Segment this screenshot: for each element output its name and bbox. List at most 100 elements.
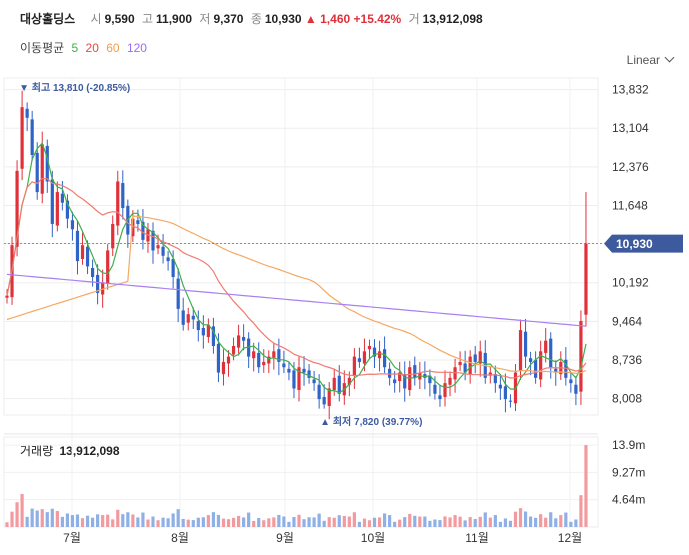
candle-body (267, 356, 271, 364)
candle-body (468, 356, 472, 375)
volume-bar (377, 517, 382, 527)
candle-body (111, 223, 115, 249)
low-marker-text: ▲ 최저 7,820 (39.77%) (320, 415, 422, 428)
volume-bar (15, 502, 19, 527)
volume-bar (216, 514, 221, 527)
volume-bar (382, 513, 387, 527)
candle-body (70, 220, 75, 230)
candle-body (322, 396, 326, 405)
candle-body (508, 400, 513, 402)
volume-bar (257, 518, 261, 527)
volume-bar (579, 495, 583, 527)
candle-body (211, 326, 216, 347)
volume-bar (539, 514, 543, 527)
candle-body (277, 349, 281, 362)
volume-bar (141, 512, 145, 527)
candle-body (25, 108, 29, 118)
candle-body (443, 383, 447, 397)
high-price: 11,900 (156, 12, 193, 26)
moving-average-legend[interactable]: 이동평균 5 20 60 120 (20, 39, 151, 56)
candle-body (242, 336, 246, 341)
candle-body (367, 346, 372, 350)
volume-bar (559, 515, 563, 527)
volume-bar (468, 517, 472, 527)
candle-body (352, 356, 356, 376)
volume-bar (60, 516, 64, 527)
volume-bar (242, 517, 246, 527)
ma-20: 20 (85, 41, 99, 55)
ma-20-line (6, 177, 587, 379)
y-tick-label: 13,104 (612, 121, 649, 135)
candle-body (377, 351, 382, 359)
volume-bar (302, 519, 306, 527)
change-value: ▲ 1,460 (304, 12, 351, 26)
candle-body (357, 358, 362, 362)
volume-bar (166, 518, 170, 527)
candle-body (463, 363, 467, 373)
candle-body (186, 314, 190, 323)
candle-body (433, 384, 437, 394)
candle-body (518, 330, 523, 371)
change-percent: +15.42% (353, 12, 402, 26)
candle-body (292, 370, 296, 389)
candle-body (151, 230, 155, 251)
volume-bar (403, 517, 407, 527)
volume-bar (574, 519, 578, 527)
volume-bar (448, 517, 452, 527)
volume-bar (549, 512, 553, 527)
volume-bar (473, 519, 477, 527)
candle-body (372, 347, 377, 357)
volume-bar (221, 518, 226, 527)
candle-body (488, 372, 492, 376)
ma-120: 120 (126, 41, 147, 55)
candle-body (458, 361, 462, 366)
volume-bar (513, 511, 518, 527)
candle-body (297, 367, 301, 391)
candle-body (287, 368, 291, 373)
volume-bar (10, 511, 14, 527)
candle-body (252, 351, 256, 359)
candle-body (60, 193, 64, 203)
candle-body (85, 246, 90, 267)
candle-body (116, 181, 120, 226)
open-price: 9,590 (104, 12, 135, 26)
volume-bar (352, 512, 356, 527)
ma-legend-label: 이동평균 (20, 41, 65, 55)
volume-bar (312, 517, 316, 527)
volume-bar (478, 516, 482, 527)
volume-bar (30, 508, 34, 527)
y-tick-label: 10,192 (612, 276, 649, 290)
candle-body (302, 368, 306, 373)
volume-bar (106, 514, 110, 527)
quote-header: 대상홀딩스 시 9,590 고 11,900 저 9,370 종 10,930 ▲ 1,… (20, 10, 483, 27)
volume-bar (247, 512, 251, 527)
candle-body (272, 351, 276, 359)
volume-bar (80, 518, 85, 527)
volume-bar (20, 493, 24, 527)
candle-body (45, 145, 49, 182)
candle-body (503, 386, 508, 400)
volume-bar (171, 513, 175, 527)
candle-body (438, 395, 442, 400)
volume-bar (418, 516, 422, 527)
close-price: 10,930 (264, 12, 302, 26)
volume-bar (438, 520, 442, 527)
candle-body (337, 375, 341, 394)
volume-bar (362, 518, 367, 527)
volume-bar (584, 445, 588, 527)
candle-body (569, 379, 573, 384)
volume-bar (45, 512, 49, 527)
scale-selector[interactable]: Linear (627, 52, 675, 67)
ma-60: 60 (106, 41, 120, 55)
candle-body (161, 246, 165, 256)
candle-body (317, 384, 321, 400)
y-tick-label: 12,376 (612, 160, 649, 174)
open-label: 시 (90, 12, 102, 26)
candle-body (106, 250, 110, 284)
volume-bar (262, 520, 266, 527)
candle-body (30, 119, 34, 155)
volume-bar (518, 508, 523, 527)
high-label: 고 (141, 12, 154, 26)
volume-bar (342, 515, 346, 527)
